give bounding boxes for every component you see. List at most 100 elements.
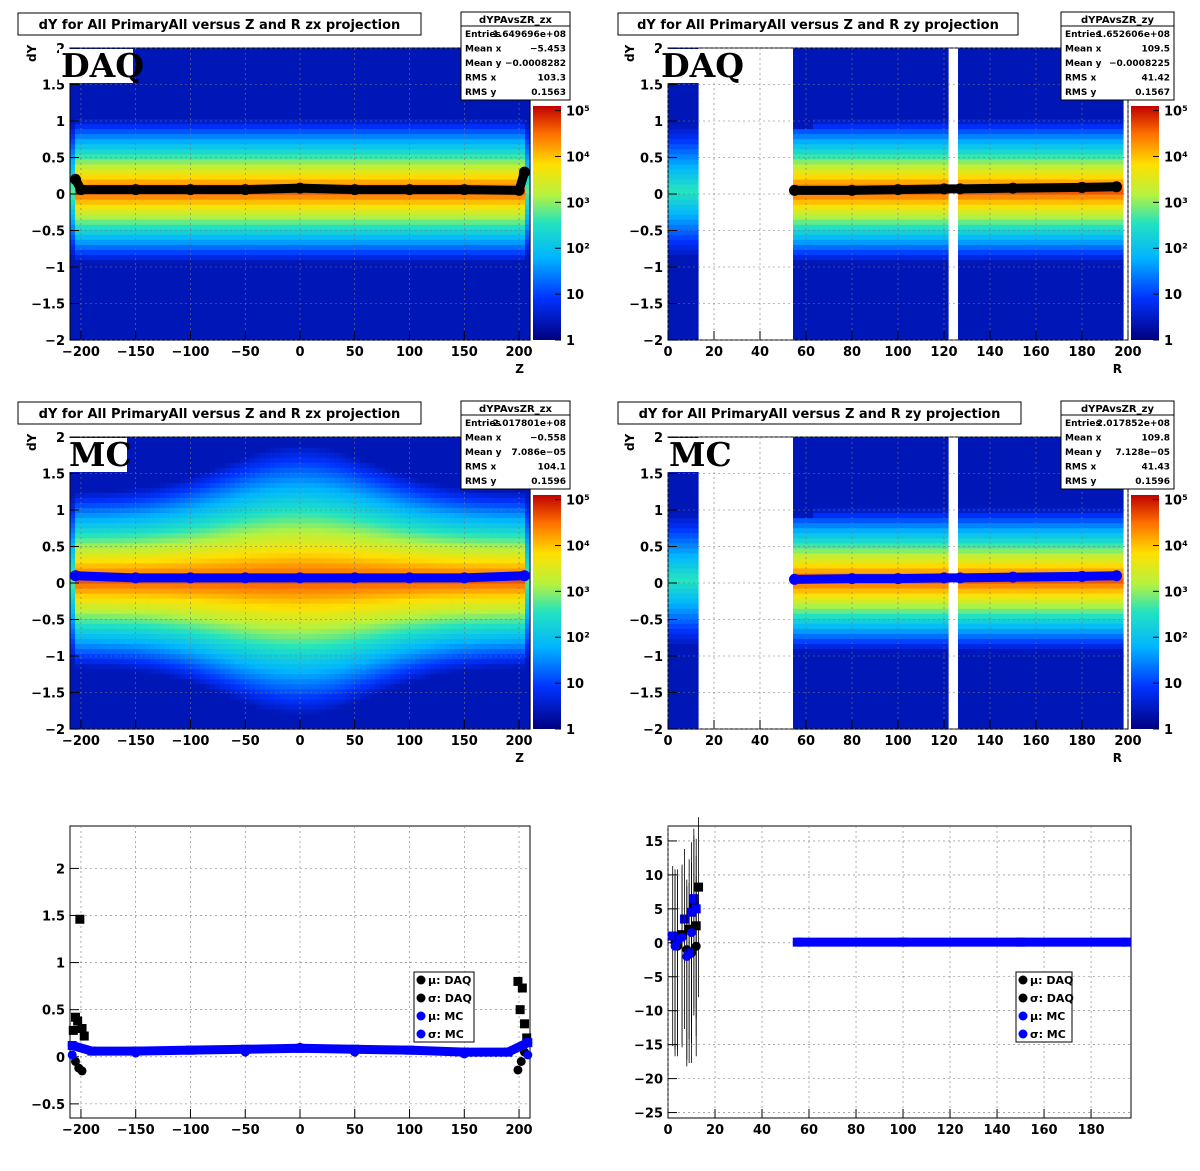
heatmap-cell [70,229,76,235]
heatmap-cell [420,153,426,160]
heatmap-cell [420,103,426,110]
heatmap-cell [340,199,346,205]
heatmap-cell [480,103,486,110]
heatmap-cell [415,324,421,331]
heatmap-cell [80,304,86,311]
heatmap-cell [425,304,431,311]
heatmap-cell [280,143,286,150]
heatmap-cell [155,168,161,175]
heatmap-cell [425,224,431,230]
heatmap-cell [315,304,321,311]
heatmap-cell [70,163,76,170]
heatmap-cell [260,229,266,235]
heatmap-cell [265,299,271,306]
heatmap-cell [415,113,421,120]
heatmap-cell [455,319,461,326]
heatmap-cell [340,209,346,215]
heatmap-cell [375,249,381,256]
heatmap-cell [130,214,136,220]
heatmap-cell [80,329,86,336]
heatmap-cell [335,93,341,99]
heatmap-cell [400,48,406,54]
heatmap-cell [300,53,306,59]
heatmap-cell [70,148,76,155]
heatmap-cell [115,88,121,94]
heatmap-cell [350,83,356,89]
heatmap-cell [140,319,146,326]
heatmap-cell [275,294,281,301]
heatmap-cell [225,259,231,266]
heatmap-cell [155,334,161,341]
heatmap-cell [210,259,216,266]
heatmap-cell [330,309,336,316]
heatmap-cell [295,329,301,336]
heatmap-cell [225,324,231,331]
heatmap-cell [295,319,301,326]
heatmap-cell [460,264,466,271]
heatmap-cell [115,133,121,140]
heatmap-cell [110,194,116,200]
heatmap-cell [420,289,426,296]
heatmap-cell [115,324,121,331]
heatmap-cell [305,239,311,245]
heatmap-cell [365,108,371,115]
heatmap-cell [270,294,276,301]
heatmap-cell [430,103,436,110]
heatmap-cell [255,324,261,331]
heatmap-cell [445,289,451,296]
heatmap-cell [165,148,171,155]
heatmap-cell [140,259,146,266]
heatmap-cell [80,83,86,89]
heatmap-cell [350,153,356,160]
heatmap-cell [205,148,211,155]
heatmap-cell [210,194,216,200]
heatmap-cell [135,163,141,170]
heatmap-cell [415,58,421,64]
heatmap-cell [215,103,221,110]
heatmap-cell [70,108,76,115]
heatmap-cell [215,199,221,205]
heatmap-cell [385,194,391,200]
heatmap-cell [300,73,306,79]
heatmap-cell [270,53,276,59]
heatmap-cell [145,224,151,230]
heatmap-cell [130,334,136,341]
heatmap-cell [490,329,496,336]
heatmap-cell [485,204,491,210]
heatmap-cell [235,244,241,250]
heatmap-cell [120,319,126,326]
heatmap-cell [475,194,481,200]
heatmap-cell [225,239,231,245]
heatmap-cell [200,163,206,170]
heatmap-cell [155,209,161,215]
heatmap-cell [335,128,341,135]
heatmap-cell [395,68,401,74]
heatmap-cell [95,234,101,240]
heatmap-cell [325,163,331,170]
heatmap-cell [215,304,221,311]
heatmap-cell [265,53,271,59]
heatmap-cell [490,324,496,331]
heatmap-cell [395,168,401,175]
heatmap-cell [135,153,141,160]
heatmap-cell [185,108,191,115]
heatmap-cell [125,108,131,115]
heatmap-cell [185,68,191,74]
heatmap-cell [490,314,496,321]
heatmap-cell [215,143,221,150]
heatmap-cell [475,294,481,301]
heatmap-cell [120,239,126,245]
heatmap-cell [495,314,501,321]
heatmap-cell [70,274,76,281]
heatmap-cell [170,194,176,200]
heatmap-cell [110,88,116,94]
heatmap-cell [325,143,331,150]
heatmap-cell [425,178,431,185]
heatmap-cell [275,209,281,215]
heatmap-cell [470,98,476,104]
heatmap-cell [260,98,266,104]
heatmap-cell [380,148,386,155]
heatmap-cell [180,88,186,94]
heatmap-cell [145,113,151,120]
heatmap-cell [180,314,186,321]
